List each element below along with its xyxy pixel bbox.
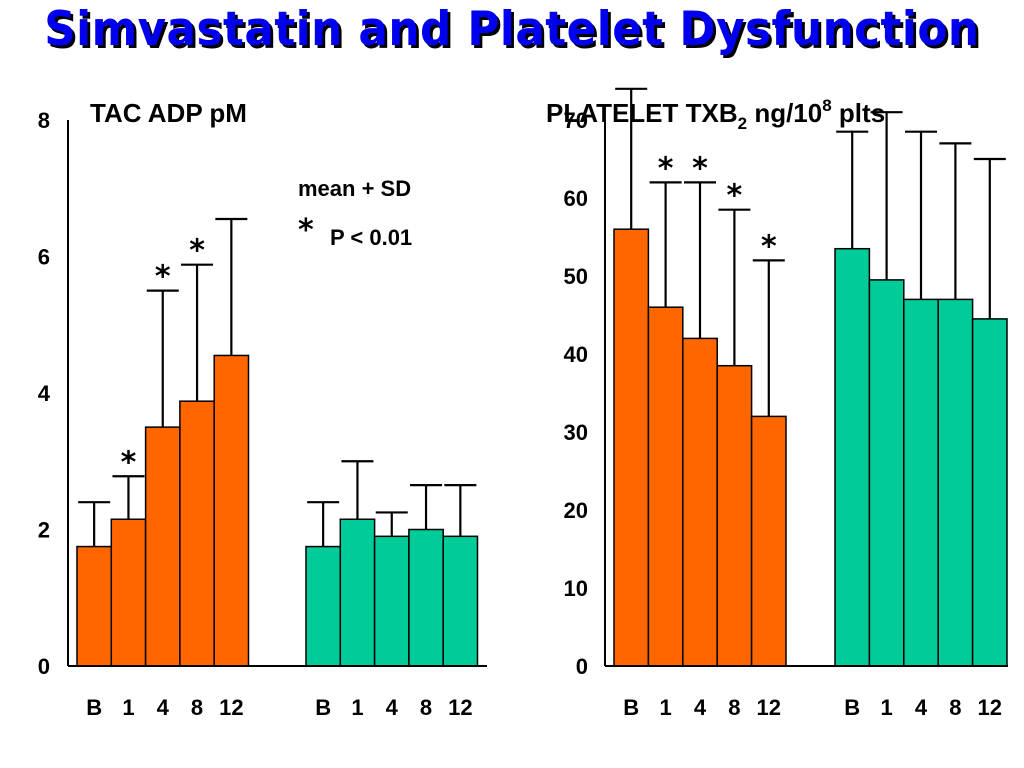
- y-tick-label-2: 2: [38, 518, 50, 543]
- significance-star-8: *: [189, 234, 205, 269]
- y-tick-label-4: 4: [38, 381, 51, 406]
- slide-title: Simvastatin and Platelet Dysfunction: [44, 2, 980, 57]
- bar-series1-1: [647, 306, 684, 667]
- bar-series1-12: [213, 354, 250, 667]
- bar-series1-8: [179, 400, 215, 667]
- y-tick-label-8: 8: [38, 108, 50, 133]
- bar-series2-4: [373, 535, 410, 667]
- y-tick-label-0: 0: [38, 654, 50, 679]
- bar-series1-B: [76, 545, 113, 667]
- y-tick-label-0: 0: [576, 654, 588, 679]
- x-tick-label-series1-12: 12: [757, 695, 781, 720]
- y-tick-label-40: 40: [564, 342, 588, 367]
- x-tick-label-series1-12: 12: [219, 695, 243, 720]
- x-tick-label-series1-8: 8: [191, 695, 203, 720]
- chart-platelet-txb2: PLATELET TXB2 ng/108 plts * ***B 1 4 8 12 B 1 4 8…: [546, 87, 1008, 720]
- bar-series1-B: [613, 228, 650, 667]
- significance-star-4: *: [692, 151, 708, 186]
- bar-series2-B: [834, 247, 871, 667]
- bars: * * * *: [613, 87, 1008, 667]
- x-tick-label-series2-1: 1: [351, 695, 363, 720]
- x-tick-label-series2-1: 1: [880, 695, 892, 720]
- y-tick-label-30: 30: [564, 420, 588, 445]
- x-tick-label-series1-4: 4: [694, 695, 707, 720]
- title-superscript: 8: [822, 96, 831, 115]
- x-tick-label-series1-B: B: [86, 695, 102, 720]
- y-tick-label-60: 60: [564, 186, 588, 211]
- title-main: PLATELET TXB: [546, 98, 738, 128]
- bar-series1-4: [144, 426, 181, 667]
- significance-star-1: *: [658, 151, 674, 186]
- legend-star: *: [298, 213, 314, 248]
- x-tick-label-series2-12: 12: [448, 695, 472, 720]
- y-tick-label-6: 6: [38, 245, 50, 270]
- significance-star-8: *: [727, 179, 743, 214]
- bars: * * *: [76, 217, 479, 667]
- x-tick-label-series2-B: B: [844, 695, 860, 720]
- x-tick-label-series1-1: 1: [122, 695, 134, 720]
- x-tick-label-series1-B: B: [623, 695, 639, 720]
- x-tick-label-series1-8: 8: [728, 695, 740, 720]
- bar-series2-8: [937, 298, 974, 667]
- bar-series2-12: [971, 318, 1008, 667]
- x-tick-label-series1-4: 4: [157, 695, 170, 720]
- significance-star-4: *: [155, 260, 171, 295]
- bar-series2-1: [868, 279, 905, 667]
- bar-series1-4: [682, 337, 718, 667]
- bar-series2-1: [339, 518, 376, 667]
- title-mid: ng/10: [747, 98, 822, 128]
- bar-series2-8: [408, 528, 444, 667]
- y-tick-label-70: 70: [564, 108, 588, 133]
- bar-series2-B: [305, 545, 342, 667]
- chart-title-tac-adp: TAC ADP pM: [90, 98, 247, 128]
- bar-series2-12: [442, 535, 479, 667]
- legend-mean-sd: mean + SD: [298, 176, 411, 201]
- y-tick-label-50: 50: [564, 264, 588, 289]
- bar-series1-1: [110, 518, 147, 667]
- legend-box: mean + SD * P < 0.01: [298, 176, 412, 250]
- x-tick-label-series2-12: 12: [978, 695, 1002, 720]
- x-tick-label-series2-8: 8: [949, 695, 961, 720]
- legend-p-value: P < 0.01: [330, 225, 412, 250]
- bar-series1-8: [716, 364, 753, 667]
- significance-star-1: *: [121, 445, 137, 480]
- y-tick-label-10: 10: [564, 576, 588, 601]
- chart-title-platelet-txb2: PLATELET TXB2 ng/108 plts: [546, 96, 885, 133]
- title-subscript: 2: [738, 114, 747, 133]
- x-tick-label-series1-1: 1: [659, 695, 671, 720]
- x-tick-label-series2-B: B: [315, 695, 331, 720]
- x-tick-label-series2-4: 4: [386, 695, 399, 720]
- bar-series1-12: [750, 415, 787, 667]
- bar-series2-4: [903, 298, 939, 667]
- chart-tac-adp: TAC ADP pM mean + SD * P < 0.01 ***B 1 4 8 1…: [38, 98, 487, 720]
- y-tick-label-20: 20: [564, 498, 588, 523]
- x-tick-label-series2-8: 8: [420, 695, 432, 720]
- x-tick-label-series2-4: 4: [915, 695, 928, 720]
- significance-star-12: *: [761, 229, 777, 264]
